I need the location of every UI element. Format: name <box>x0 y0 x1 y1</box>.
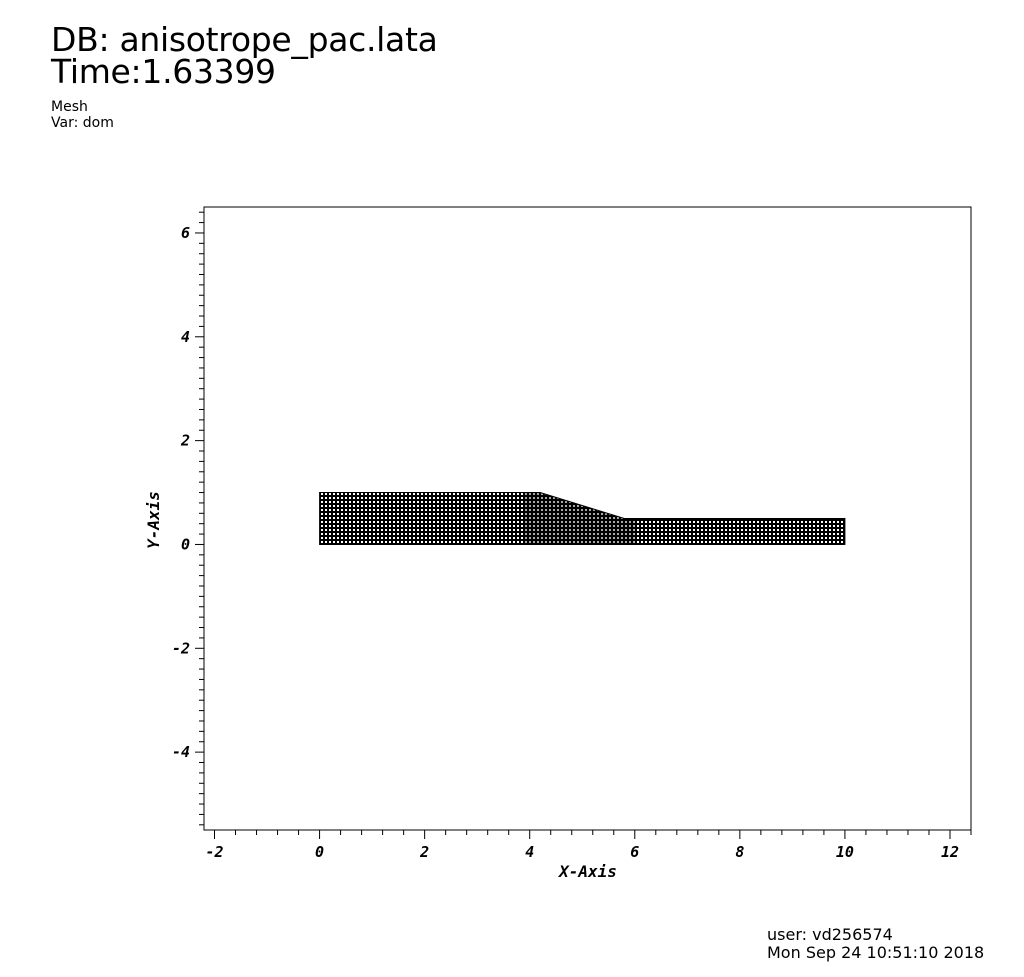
x-tick-label: 0 <box>315 843 324 861</box>
y-tick-label: 0 <box>181 535 190 553</box>
y-axis-ticks <box>195 211 204 826</box>
y-tick-label: 2 <box>180 432 190 450</box>
variable-label: Var: dom <box>51 115 114 131</box>
x-axis-ticks <box>214 830 972 839</box>
mesh-fill <box>319 492 846 545</box>
mesh-domain <box>319 492 846 545</box>
plot-type-label: Mesh <box>51 99 88 115</box>
y-tick-label: -4 <box>172 743 190 761</box>
x-tick-label: 10 <box>836 843 854 861</box>
user-label: user: vd256574 <box>767 925 893 944</box>
y-tick-label: 6 <box>181 224 190 242</box>
x-tick-label: 4 <box>525 843 534 861</box>
x-tick-label: 6 <box>630 843 639 861</box>
database-title: DB: anisotrope_pac.lata <box>51 20 438 59</box>
time-label: Time:1.63399 <box>51 52 276 91</box>
x-tick-label: -2 <box>205 843 223 861</box>
mesh-transition-zone <box>524 492 635 545</box>
x-axis-title: X-Axis <box>557 862 617 881</box>
x-axis-tick-labels: -2 0 2 4 6 8 10 12 <box>205 843 959 861</box>
y-tick-label: 4 <box>181 328 190 346</box>
plot-frame <box>203 206 972 831</box>
x-tick-label: 2 <box>419 843 429 861</box>
y-axis-title: Y-Axis <box>144 491 163 549</box>
x-tick-label: 12 <box>941 843 959 861</box>
y-axis-tick-labels: -4 -2 0 2 4 6 <box>172 224 190 761</box>
x-tick-label: 8 <box>735 843 744 861</box>
y-tick-label: -2 <box>172 639 190 657</box>
timestamp-label: Mon Sep 24 10:51:10 2018 <box>767 943 985 962</box>
